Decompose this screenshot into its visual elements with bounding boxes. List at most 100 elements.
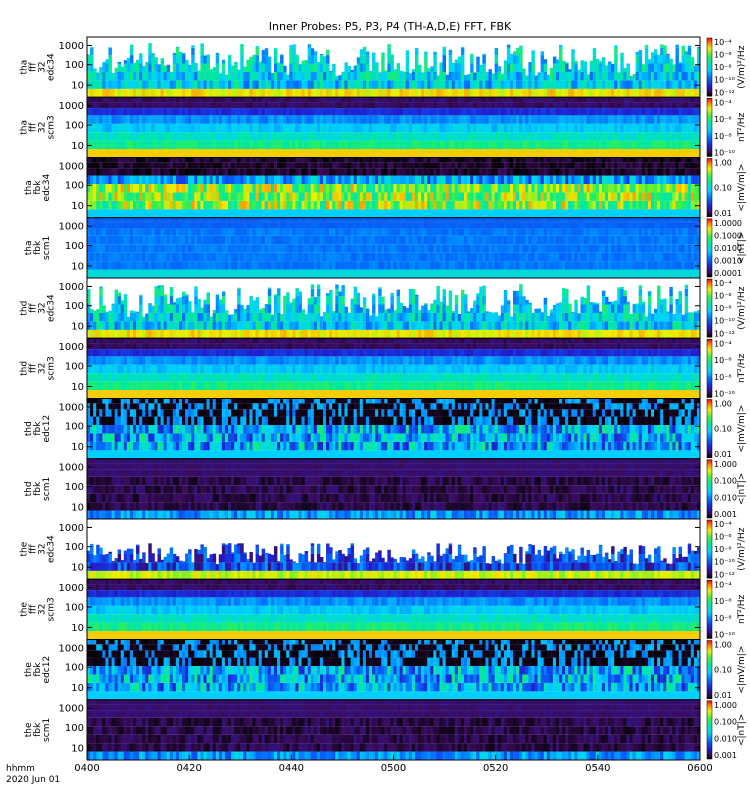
spectrogram-cell (473, 89, 476, 97)
spectrogram-cell (617, 176, 620, 184)
spectrogram-cell (265, 132, 268, 140)
spectrogram-cell (320, 223, 323, 229)
spectrogram-cell (210, 69, 213, 71)
spectrogram-cell (577, 192, 580, 200)
spectrogram-cell (289, 48, 292, 55)
spectrogram-cell (182, 253, 185, 261)
spectrogram-cell (329, 72, 332, 80)
spectrogram-cell (207, 270, 210, 278)
spectrogram-cell (620, 115, 623, 123)
spectrogram-cell (571, 124, 574, 132)
spectrogram-cell (200, 141, 203, 149)
spectrogram-cell (240, 108, 243, 115)
spectrogram-cell (225, 141, 228, 149)
spectrogram-cell (136, 229, 139, 236)
spectrogram-cell (249, 223, 252, 229)
spectrogram-cell (302, 97, 305, 102)
spectrogram-cell (519, 184, 522, 192)
spectrogram-cell (277, 97, 280, 102)
spectrogram-cell (630, 76, 633, 80)
spectrogram-cell (593, 201, 596, 209)
spectrogram-cell (348, 97, 351, 102)
spectrogram-cell (633, 162, 636, 168)
spectrogram-cell (329, 162, 332, 168)
y-tick-label: 100 (65, 60, 84, 71)
panel-y-label: thafff32scm3 (20, 115, 57, 139)
spectrogram-cell (593, 209, 596, 217)
spectrogram-cell (672, 80, 675, 88)
spectrogram-cell (295, 102, 298, 108)
spectrogram-cell (553, 132, 556, 140)
spectrogram-cell (623, 80, 626, 88)
spectrogram-cell (669, 59, 672, 64)
spectrogram-cell (452, 141, 455, 149)
spectrogram-cell (185, 102, 188, 108)
spectrogram-cell (268, 192, 271, 200)
spectrogram-cell (559, 192, 562, 200)
spectrogram-cell (409, 124, 412, 132)
spectrogram-cell (231, 158, 234, 163)
spectrogram-cell (302, 176, 305, 184)
spectrogram-cell (633, 108, 636, 115)
spectrogram-cells (87, 97, 700, 157)
spectrogram-cell (173, 72, 176, 80)
spectrogram-cell (216, 223, 219, 229)
spectrogram-cell (105, 223, 108, 229)
spectrogram-cell (538, 97, 541, 102)
spectrogram-cell (675, 97, 678, 102)
spectrogram-cell (93, 176, 96, 184)
spectrogram-cell (130, 201, 133, 209)
spectrogram-cell (326, 132, 329, 140)
spectrogram-cell (421, 102, 424, 108)
spectrogram-cell (277, 124, 280, 132)
spectrogram-cell (501, 115, 504, 123)
spectrogram-cell (298, 97, 301, 102)
spectrogram-cell (341, 132, 344, 140)
spectrogram-cell (559, 201, 562, 209)
spectrogram-cell (617, 108, 620, 115)
spectrogram-cell (660, 115, 663, 123)
spectrogram-cell (648, 80, 651, 88)
spectrogram-cell (335, 218, 338, 223)
spectrogram-cell (443, 80, 446, 88)
spectrogram-cell (240, 236, 243, 244)
spectrogram-cell (225, 89, 228, 97)
spectrogram-cell (93, 141, 96, 149)
spectrogram-cell (691, 80, 694, 88)
spectrogram-cell (216, 236, 219, 244)
spectrogram-cell (507, 149, 510, 157)
spectrogram-cell (430, 149, 433, 157)
spectrogram-cell (409, 184, 412, 192)
spectrogram-cell (541, 132, 544, 140)
spectrogram-cell (118, 108, 121, 115)
spectrogram-cell (108, 48, 111, 55)
spectrogram-cell (115, 132, 118, 140)
spectrogram-cell (372, 209, 375, 217)
spectrogram-cell (679, 149, 682, 157)
spectrogram-cell (357, 64, 360, 72)
spectrogram-cell (639, 184, 642, 192)
spectrogram-cell (161, 176, 164, 184)
spectrogram-cell (633, 74, 636, 80)
spectrogram-cell (366, 209, 369, 217)
spectrogram-cell (455, 102, 458, 108)
spectrogram-cell (522, 201, 525, 209)
spectrogram-cell (203, 89, 206, 97)
spectrogram-cell (541, 51, 544, 55)
spectrogram-cell (415, 132, 418, 140)
spectrogram-cell (663, 108, 666, 115)
spectrogram-cell (568, 69, 571, 72)
spectrogram-cell (614, 201, 617, 209)
spectrogram-cell (240, 97, 243, 102)
spectrogram-cell (654, 89, 657, 97)
spectrogram-cell (298, 124, 301, 132)
spectrogram-cell (240, 162, 243, 168)
spectrogram-cell (127, 244, 130, 252)
spectrogram-cell (133, 63, 136, 64)
spectrogram-cell (360, 72, 363, 80)
spectrogram-cell (161, 218, 164, 223)
spectrogram-cell (522, 89, 525, 97)
spectrogram-cell (593, 115, 596, 123)
spectrogram-cell (173, 162, 176, 168)
spectrogram-cell (688, 132, 691, 140)
